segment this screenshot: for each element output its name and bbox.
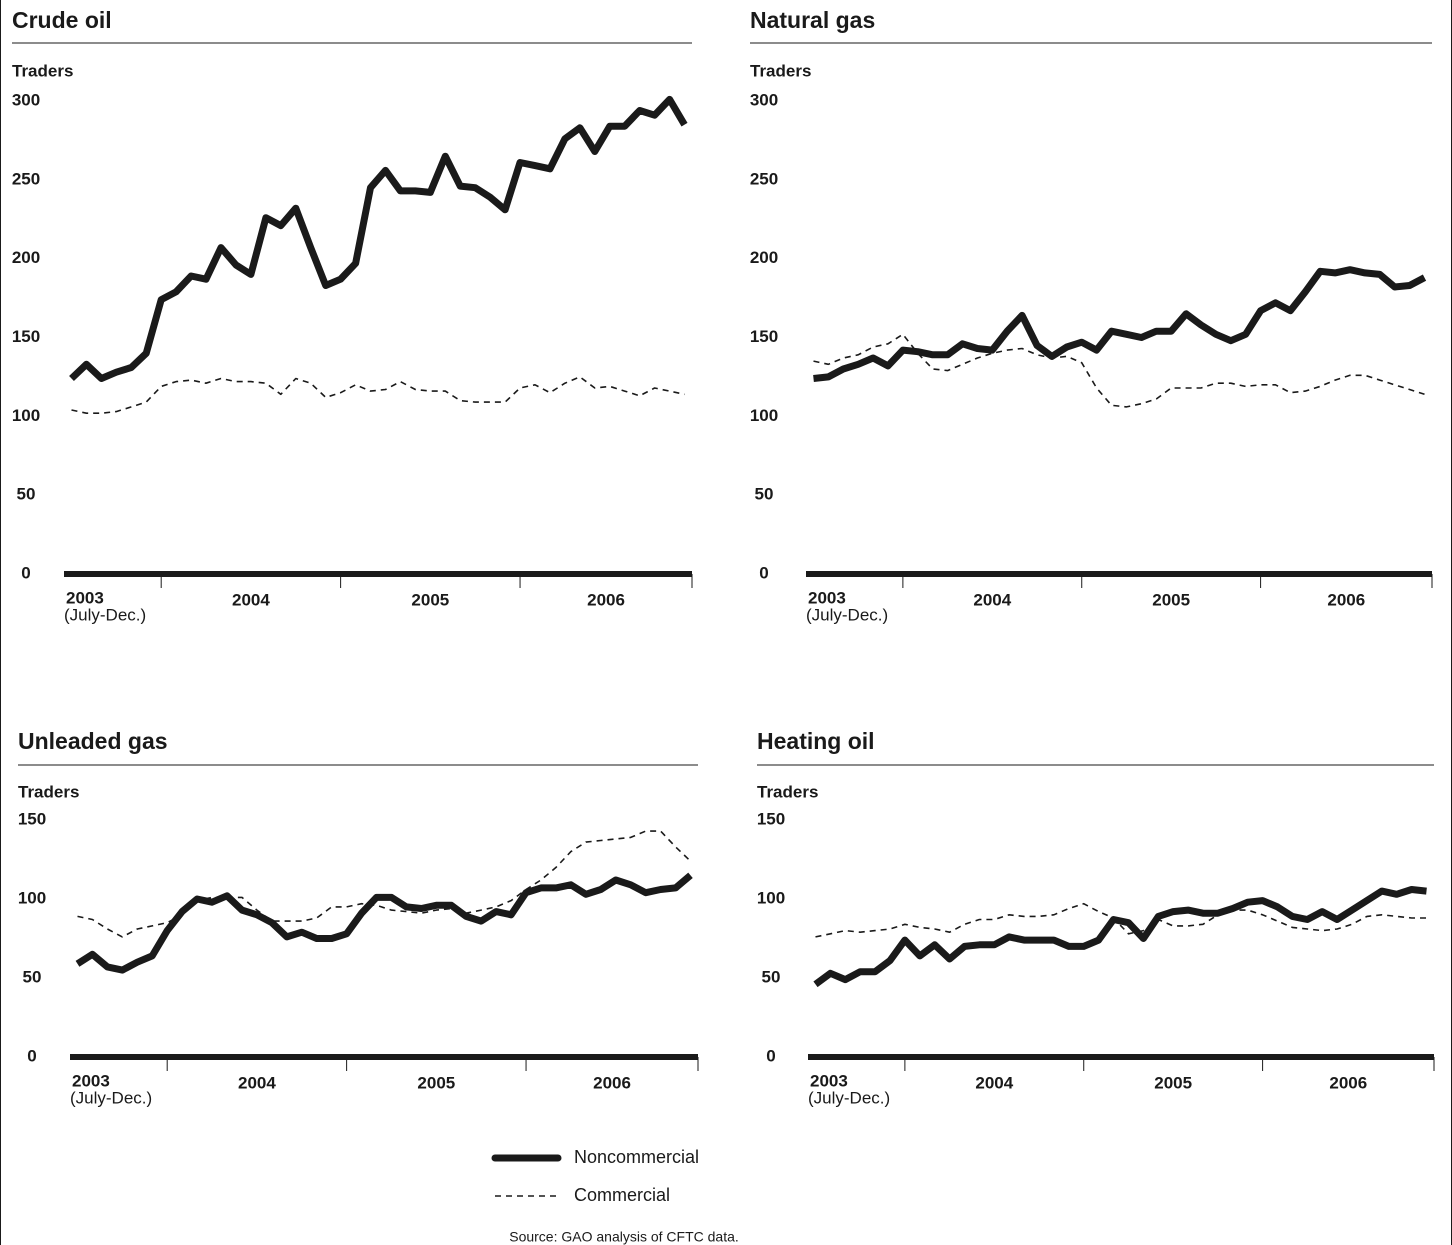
x-tick-label: 2004	[973, 590, 1011, 609]
y-tick-label: 300	[12, 90, 40, 109]
y-axis-label: Traders	[12, 61, 73, 80]
y-tick-label: 300	[750, 90, 778, 109]
chart-title: Unleaded gas	[18, 728, 168, 754]
series-line	[69, 95, 688, 382]
x-tick-label: 2003	[66, 588, 104, 607]
x-note: (July-Dec.)	[808, 1088, 890, 1107]
y-tick-label: 150	[18, 809, 46, 828]
series-line	[75, 872, 693, 974]
y-tick-label: 200	[12, 248, 40, 267]
x-tick-label: 2005	[1154, 1073, 1192, 1092]
series-line	[813, 266, 1427, 382]
y-tick-label: 150	[12, 327, 40, 346]
x-tick-label: 2006	[1327, 590, 1365, 609]
y-tick-label: 100	[18, 888, 46, 907]
y-tick-label: 250	[12, 169, 40, 188]
y-tick-label: 50	[23, 967, 42, 986]
x-tick-label: 2004	[975, 1073, 1013, 1092]
source-note: Source: GAO analysis of CFTC data.	[509, 1229, 739, 1245]
x-tick-label: 2004	[232, 590, 270, 609]
y-tick-label: 0	[759, 563, 768, 582]
x-tick-label: 2003	[810, 1071, 848, 1090]
legend-label: Commercial	[574, 1185, 670, 1205]
y-tick-label: 50	[762, 967, 781, 986]
series-line	[813, 333, 1425, 408]
y-tick-label: 100	[757, 888, 785, 907]
y-tick-label: 0	[21, 563, 30, 582]
x-tick-label: 2004	[238, 1073, 276, 1092]
chart-title: Heating oil	[757, 728, 875, 754]
y-tick-label: 250	[750, 169, 778, 188]
x-tick-label: 2006	[1329, 1073, 1367, 1092]
y-tick-label: 150	[750, 327, 778, 346]
x-tick-label: 2003	[808, 588, 846, 607]
y-axis-label: Traders	[757, 782, 818, 801]
y-axis-label: Traders	[750, 61, 811, 80]
y-tick-label: 150	[757, 809, 785, 828]
y-tick-label: 50	[17, 485, 36, 504]
x-tick-label: 2005	[417, 1073, 455, 1092]
series-line	[77, 830, 692, 938]
chart-title: Natural gas	[750, 7, 875, 33]
y-tick-label: 50	[755, 485, 774, 504]
y-axis-label: Traders	[18, 782, 79, 801]
y-tick-label: 0	[27, 1046, 36, 1065]
series-line	[71, 376, 685, 414]
x-note: (July-Dec.)	[806, 605, 888, 624]
x-tick-label: 2006	[587, 590, 625, 609]
y-tick-label: 200	[750, 248, 778, 267]
x-tick-label: 2006	[593, 1073, 631, 1092]
chart-title: Crude oil	[12, 7, 112, 33]
y-tick-label: 0	[766, 1046, 775, 1065]
x-tick-label: 2005	[411, 590, 449, 609]
x-note: (July-Dec.)	[64, 605, 146, 624]
legend-label: Noncommercial	[574, 1147, 699, 1167]
y-tick-label: 100	[750, 406, 778, 425]
x-note: (July-Dec.)	[70, 1088, 152, 1107]
series-line	[815, 902, 1427, 938]
x-tick-label: 2003	[72, 1071, 110, 1090]
y-tick-label: 100	[12, 406, 40, 425]
x-tick-label: 2005	[1152, 590, 1190, 609]
series-line	[813, 886, 1427, 988]
